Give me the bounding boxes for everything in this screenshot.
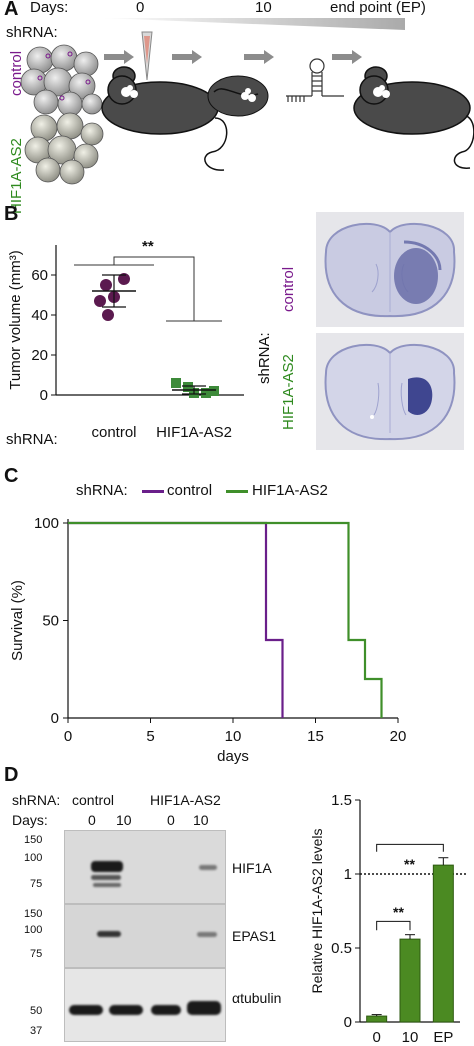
y-tick-label: 1.5 xyxy=(331,792,352,809)
x-tick-label: 20 xyxy=(390,728,407,745)
data-point-hif1a-as2 xyxy=(171,378,181,388)
brain-section-hif xyxy=(316,333,464,450)
panel-b-significance: ** xyxy=(142,238,154,255)
blot-epas1 xyxy=(64,904,226,968)
y-tick-label: 0 xyxy=(51,710,59,727)
y-tick-label: 20 xyxy=(31,347,48,364)
blot-hif1a xyxy=(64,830,226,904)
legend-prefix: shRNA: xyxy=(76,482,128,499)
syringe xyxy=(141,31,153,81)
mouse-injection xyxy=(101,66,228,171)
legend-control-swatch xyxy=(142,490,164,493)
panel-b-side-shrna: shRNA: xyxy=(256,332,273,384)
bar-ep xyxy=(432,864,454,1023)
data-point-hif1a-as2 xyxy=(183,382,193,392)
control-cell-cluster xyxy=(20,44,103,117)
y-axis-label: Relative HIF1A-AS2 levels xyxy=(309,829,325,994)
blot-epas1-marker-150: 150 xyxy=(24,908,43,920)
blot-hif1a-marker-100: 100 xyxy=(24,852,43,864)
x-tick-label: 0 xyxy=(372,1029,380,1046)
blot-header-shrna: shRNA: xyxy=(12,792,61,808)
blot-header-control: control xyxy=(72,792,115,808)
lane-day-4: 10 xyxy=(193,812,209,828)
panel-b-shrna-label: shRNA: xyxy=(6,431,58,448)
data-point-hif1a-as2 xyxy=(209,386,219,396)
panel-b-letter: B xyxy=(4,203,19,225)
legend-control-label: control xyxy=(167,482,213,499)
y-tick-label: 0.5 xyxy=(331,940,352,957)
y-tick-label: 1 xyxy=(344,866,352,883)
panel-b-scatter-chart: 0 20 40 60 Tumor volume (mm³) control HIF1A-AS… xyxy=(7,245,244,441)
blot-epas1-marker-100: 100 xyxy=(24,924,43,936)
blot-days-label: Days: xyxy=(12,812,48,828)
x-category-label: HIF1A-AS2 xyxy=(156,424,232,441)
mouse-endpoint xyxy=(353,66,474,169)
y-tick-label: 40 xyxy=(31,307,48,324)
brain-section-icon xyxy=(207,75,269,117)
data-point-control xyxy=(100,279,112,291)
x-category-label: control xyxy=(91,424,136,441)
panel-a-day-0: 0 xyxy=(136,0,145,16)
panel-d-sig-2: ** xyxy=(404,856,415,872)
data-point-control xyxy=(102,309,114,321)
legend-hif-label: HIF1A-AS2 xyxy=(252,482,328,499)
panel-c-letter: C xyxy=(4,465,19,487)
x-tick-label: EP xyxy=(433,1029,453,1046)
y-axis-label: Tumor volume (mm³) xyxy=(7,250,24,389)
x-tick-label: 10 xyxy=(225,728,242,745)
panel-a-schematic xyxy=(20,18,474,185)
x-tick-label: 15 xyxy=(307,728,324,745)
blot-tubulin xyxy=(64,968,226,1042)
panel-d-sig-1: ** xyxy=(393,904,404,920)
blot-tubulin-marker-37: 37 xyxy=(30,1025,43,1037)
panel-a-shrna-label: shRNA: xyxy=(6,24,58,41)
legend-hif-swatch xyxy=(226,490,248,493)
survival-line-control xyxy=(68,521,284,718)
y-tick-label: 0 xyxy=(344,1014,352,1031)
x-tick-label: 0 xyxy=(64,728,72,745)
panel-d-letter: D xyxy=(4,764,19,786)
blot-hif1a-marker-75: 75 xyxy=(30,878,43,890)
x-tick-label: 5 xyxy=(146,728,154,745)
blot-tubulin-marker-50: 50 xyxy=(30,1005,43,1017)
blot-epas1-name: EPAS1 xyxy=(232,928,277,944)
lane-day-3: 0 xyxy=(167,812,175,828)
panel-c-survival-chart: 0 50 100 0 5 10 15 20 days Survival (%) xyxy=(9,515,407,765)
process-arrows xyxy=(104,50,362,64)
brain-section-control xyxy=(316,212,464,327)
blot-header-hif: HIF1A-AS2 xyxy=(150,792,221,808)
blot-hif1a-marker-150: 150 xyxy=(24,834,43,846)
data-point-control xyxy=(94,295,106,307)
bar-0 xyxy=(366,1015,388,1023)
timeline-wedge xyxy=(100,18,405,30)
y-tick-label: 100 xyxy=(34,515,59,532)
y-axis-label: Survival (%) xyxy=(9,580,26,661)
hif-cell-cluster xyxy=(24,112,104,185)
data-point-control xyxy=(118,273,130,285)
x-axis-label: days xyxy=(217,748,249,765)
bar-10 xyxy=(399,938,421,1023)
blot-hif1a-name: HIF1A xyxy=(232,860,272,876)
lane-day-2: 10 xyxy=(116,812,132,828)
panel-b-side-hif: HIF1A-AS2 xyxy=(280,354,297,430)
panel-a-days-label: Days: xyxy=(30,0,69,16)
survival-line-hif1a-as2 xyxy=(68,521,383,718)
lane-day-1: 0 xyxy=(88,812,96,828)
blot-epas1-marker-75: 75 xyxy=(30,948,43,960)
shrna-hairpin-icon xyxy=(286,58,344,102)
panel-a-letter: A xyxy=(4,0,19,20)
panel-a-day-10: 10 xyxy=(255,0,272,16)
y-tick-label: 60 xyxy=(31,267,48,284)
data-point-hif1a-as2 xyxy=(201,388,211,398)
panel-b-side-control: control xyxy=(280,266,297,312)
sig-bracket-2 xyxy=(376,843,444,852)
blot-tubulin-name: αtubulin xyxy=(232,990,282,1006)
panel-d-bar-chart: 0 0.5 1 1.5 Relative HIF1A-AS2 levels 0 10 EP xyxy=(309,792,466,1046)
sig-bracket-1 xyxy=(376,920,411,931)
y-tick-label: 50 xyxy=(42,613,59,630)
x-tick-label: 10 xyxy=(402,1029,419,1046)
panel-a-day-ep: end point (EP) xyxy=(330,0,426,16)
significance-bracket xyxy=(74,256,222,322)
y-tick-label: 0 xyxy=(40,387,48,404)
